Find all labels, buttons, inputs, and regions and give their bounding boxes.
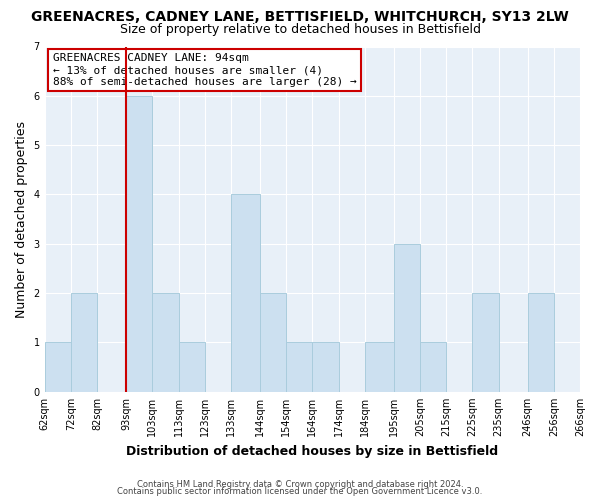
Bar — [365, 342, 394, 392]
Text: GREENACRES CADNEY LANE: 94sqm
← 13% of detached houses are smaller (4)
88% of se: GREENACRES CADNEY LANE: 94sqm ← 13% of d… — [53, 54, 356, 86]
Bar — [179, 342, 205, 392]
Bar — [44, 342, 71, 392]
Text: Size of property relative to detached houses in Bettisfield: Size of property relative to detached ho… — [119, 22, 481, 36]
X-axis label: Distribution of detached houses by size in Bettisfield: Distribution of detached houses by size … — [126, 444, 499, 458]
Bar — [527, 293, 554, 392]
Bar — [313, 342, 338, 392]
Bar — [286, 342, 313, 392]
Bar — [472, 293, 499, 392]
Bar — [231, 194, 260, 392]
Y-axis label: Number of detached properties: Number of detached properties — [15, 120, 28, 318]
Bar — [394, 244, 420, 392]
Bar — [420, 342, 446, 392]
Text: GREENACRES, CADNEY LANE, BETTISFIELD, WHITCHURCH, SY13 2LW: GREENACRES, CADNEY LANE, BETTISFIELD, WH… — [31, 10, 569, 24]
Text: Contains HM Land Registry data © Crown copyright and database right 2024.: Contains HM Land Registry data © Crown c… — [137, 480, 463, 489]
Bar — [126, 96, 152, 392]
Bar — [260, 293, 286, 392]
Text: Contains public sector information licensed under the Open Government Licence v3: Contains public sector information licen… — [118, 487, 482, 496]
Bar — [71, 293, 97, 392]
Bar — [152, 293, 179, 392]
